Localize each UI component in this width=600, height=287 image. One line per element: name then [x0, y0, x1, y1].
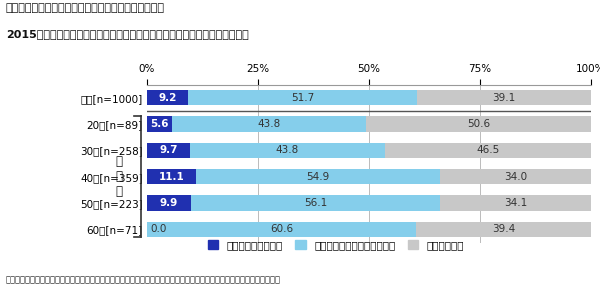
Bar	[367, 117, 591, 132]
Text: 34.1: 34.1	[504, 198, 527, 208]
Bar	[440, 195, 592, 211]
Text: 9.7: 9.7	[159, 146, 178, 156]
Legend: 詳細まで知っていた, 詳しくではないが知っていた, 知らなかった: 詳細まで知っていた, 詳しくではないが知っていた, 知らなかった	[204, 236, 468, 255]
Bar	[190, 143, 385, 158]
Text: 43.8: 43.8	[257, 119, 281, 129]
Text: 50.6: 50.6	[467, 119, 490, 129]
Text: 56.1: 56.1	[304, 198, 327, 208]
Text: 9.9: 9.9	[160, 198, 178, 208]
Bar	[147, 169, 196, 184]
Bar	[416, 222, 591, 237]
Text: 9.2: 9.2	[158, 93, 176, 103]
Text: 世
代
別: 世 代 別	[115, 155, 122, 198]
Bar	[147, 117, 172, 132]
Text: 39.4: 39.4	[492, 224, 515, 234]
Bar	[147, 222, 416, 237]
Text: 11.1: 11.1	[159, 172, 185, 182]
Bar	[191, 195, 440, 211]
Text: 54.9: 54.9	[307, 172, 330, 182]
Bar	[440, 169, 591, 184]
Bar	[385, 143, 591, 158]
Bar	[172, 117, 367, 132]
Bar	[196, 169, 440, 184]
Text: 派遣労働者の雇用安定やキャリアアップを図るため、: 派遣労働者の雇用安定やキャリアアップを図るため、	[6, 3, 165, 13]
Bar	[147, 143, 190, 158]
Text: 60.6: 60.6	[270, 224, 293, 234]
Text: 43.8: 43.8	[275, 146, 299, 156]
Text: 39.1: 39.1	[493, 93, 516, 103]
Text: ＊主な改正内容として、期間制限のルール、雇用安定措置、キャリアアップ措置の実施についてのポイントを提示して聴取: ＊主な改正内容として、期間制限のルール、雇用安定措置、キャリアアップ措置の実施に…	[6, 275, 281, 284]
Bar	[188, 90, 418, 105]
Bar	[418, 90, 591, 105]
Bar	[147, 90, 188, 105]
Text: 46.5: 46.5	[476, 146, 499, 156]
Bar	[147, 195, 191, 211]
Text: 2015年に労働者派遣法が改正されたことを知っていたか　［単一回答形式］: 2015年に労働者派遣法が改正されたことを知っていたか ［単一回答形式］	[6, 29, 249, 39]
Text: 34.0: 34.0	[504, 172, 527, 182]
Text: 0.0: 0.0	[151, 224, 167, 234]
Text: 5.6: 5.6	[150, 119, 169, 129]
Text: 51.7: 51.7	[291, 93, 314, 103]
